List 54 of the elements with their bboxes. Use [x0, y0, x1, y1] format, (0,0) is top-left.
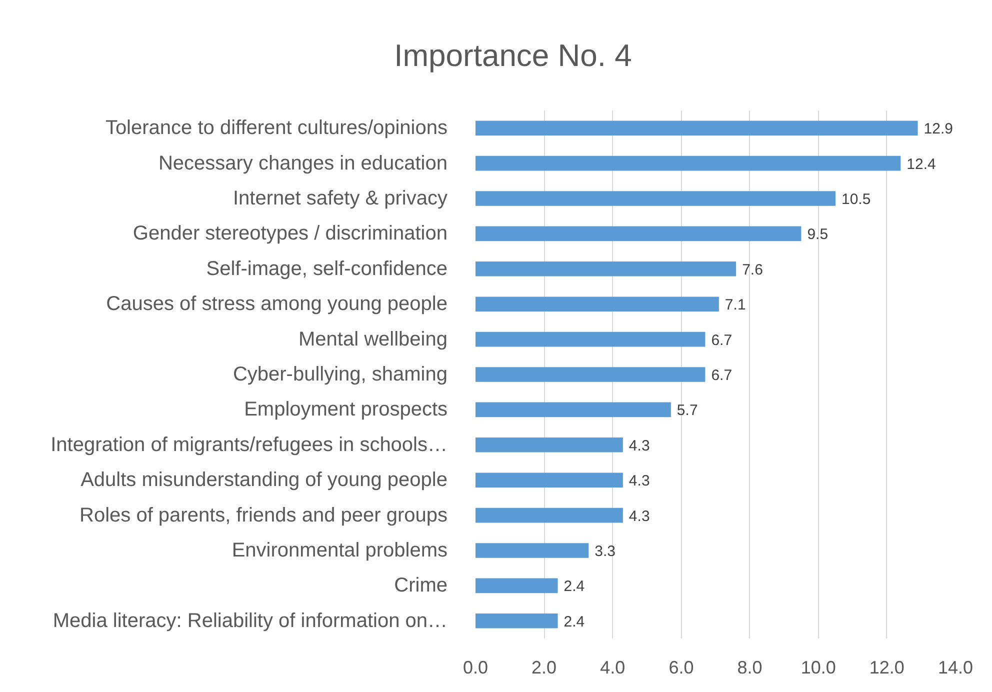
y-tick-label: Tolerance to different cultures/opinions	[105, 117, 448, 140]
data-label: 10.5	[842, 191, 871, 208]
x-tick-label: 10.0	[800, 658, 836, 678]
y-tick-label: Adults misunderstanding of young people	[80, 469, 448, 492]
data-label: 5.7	[676, 402, 698, 420]
y-tick-label: Mental wellbeing	[298, 328, 448, 350]
data-label: 4.3	[628, 508, 650, 525]
bar	[476, 262, 736, 276]
x-tick-label: 6.0	[668, 658, 694, 678]
y-tick-label: Cyber-bullying, shaming	[232, 364, 448, 386]
data-label: 12.9	[924, 120, 953, 138]
y-tick-label: Media literacy: Reliability of information on…	[52, 610, 448, 632]
bar	[476, 614, 558, 628]
y-tick-label: Self-image, self-confidence	[206, 258, 448, 280]
y-tick-label: Integration of migrants/refugees in schools…	[50, 434, 448, 456]
x-tick-label: 4.0	[600, 658, 626, 678]
bar	[476, 156, 901, 171]
bar	[476, 543, 589, 558]
bar	[476, 332, 706, 347]
data-label: 6.7	[711, 332, 732, 349]
y-tick-label: Employment prospects	[244, 398, 448, 421]
data-label: 4.3	[628, 437, 650, 454]
data-label: 2.4	[564, 613, 585, 630]
x-tick-label: 12.0	[869, 658, 904, 678]
bar	[476, 402, 671, 418]
y-tick-label: Roles of parents, friends and peer groups	[80, 504, 448, 526]
data-label: 12.4	[906, 156, 936, 173]
y-tick-label: Crime	[394, 574, 448, 597]
bar	[476, 191, 836, 206]
data-label: 2.4	[564, 578, 585, 596]
chart-title: Importance No. 4	[394, 38, 632, 74]
x-tick-label: 2.0	[532, 658, 557, 678]
x-tick-label: 8.0	[737, 658, 762, 678]
bar	[476, 120, 918, 136]
bar	[476, 508, 623, 523]
data-label: 7.6	[742, 261, 763, 278]
data-label: 7.1	[724, 296, 746, 314]
data-label: 3.3	[594, 543, 616, 560]
y-tick-label: Necessary changes in education	[158, 152, 448, 174]
y-tick-label: Gender stereotypes / discrimination	[132, 222, 448, 245]
bar	[476, 226, 802, 242]
bar	[476, 472, 623, 488]
data-label: 9.5	[807, 226, 828, 244]
bar	[476, 367, 706, 382]
x-tick-label: 0.0	[462, 658, 488, 678]
bar	[476, 296, 719, 312]
y-tick-label: Internet safety & privacy	[232, 188, 448, 210]
data-label: 6.7	[711, 367, 732, 384]
y-tick-label: Environmental problems	[232, 540, 448, 562]
bar	[476, 578, 558, 594]
bar	[476, 438, 623, 452]
y-tick-label: Causes of stress among young people	[106, 293, 448, 316]
data-label: 4.3	[628, 472, 650, 490]
x-tick-label: 14.0	[938, 658, 974, 678]
